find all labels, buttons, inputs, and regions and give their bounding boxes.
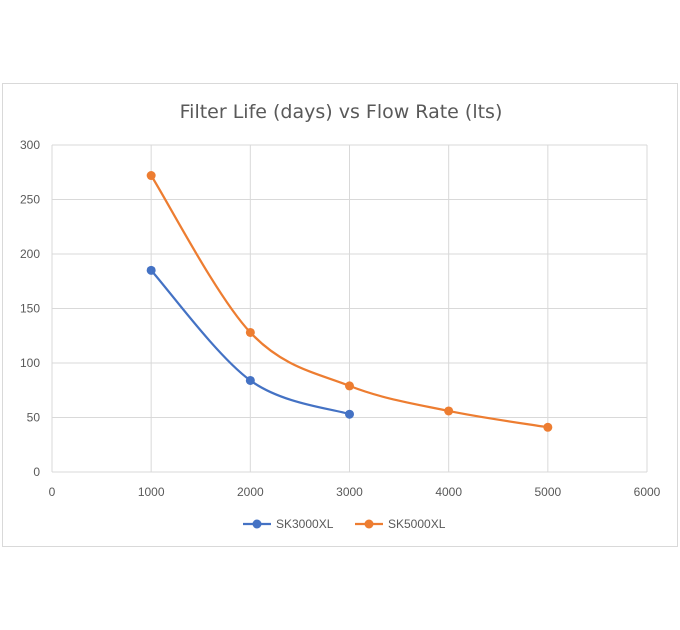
data-point — [543, 422, 553, 432]
grid-lines — [51, 144, 648, 473]
chart-title: Filter Life (days) vs Flow Rate (lts) — [180, 101, 503, 123]
x-tick-label: 0 — [49, 485, 56, 499]
y-tick-label: 50 — [27, 411, 41, 425]
x-tick-label: 5000 — [534, 485, 561, 499]
legend: SK3000XL SK5000XL — [243, 517, 446, 531]
x-tick-label: 2000 — [237, 485, 264, 499]
y-tick-label: 200 — [20, 247, 40, 261]
data-point — [345, 409, 354, 419]
legend-item-sk5000xl: SK5000XL — [355, 517, 446, 531]
legend-label: SK3000XL — [276, 517, 334, 531]
y-tick-label: 300 — [20, 138, 40, 152]
y-tick-label: 100 — [20, 356, 40, 370]
x-tick-label: 4000 — [435, 485, 462, 499]
data-point — [146, 265, 156, 275]
series-line — [150, 174, 549, 429]
data-point — [245, 375, 255, 385]
legend-marker — [252, 519, 262, 529]
x-tick-label: 1000 — [138, 485, 165, 499]
x-tick-label: 6000 — [634, 485, 661, 499]
chart-frame: Filter Life (days) vs Flow Rate (lts) 0 5… — [2, 83, 678, 547]
chart-svg: Filter Life (days) vs Flow Rate (lts) 0 5… — [20, 101, 661, 531]
legend-item-sk3000xl: SK3000XL — [243, 517, 334, 531]
y-tick-label: 0 — [33, 465, 40, 479]
series-sk5000xl — [146, 171, 553, 432]
data-point — [245, 327, 255, 337]
x-tick-label: 3000 — [336, 485, 363, 499]
y-tick-label: 250 — [20, 193, 40, 207]
data-point — [146, 171, 156, 181]
data-point — [444, 406, 454, 416]
data-point — [345, 381, 354, 391]
plot-series — [146, 171, 553, 432]
series-sk3000xl — [146, 265, 354, 419]
y-tick-label: 150 — [20, 302, 40, 316]
legend-marker — [364, 519, 374, 529]
legend-label: SK5000XL — [388, 517, 446, 531]
